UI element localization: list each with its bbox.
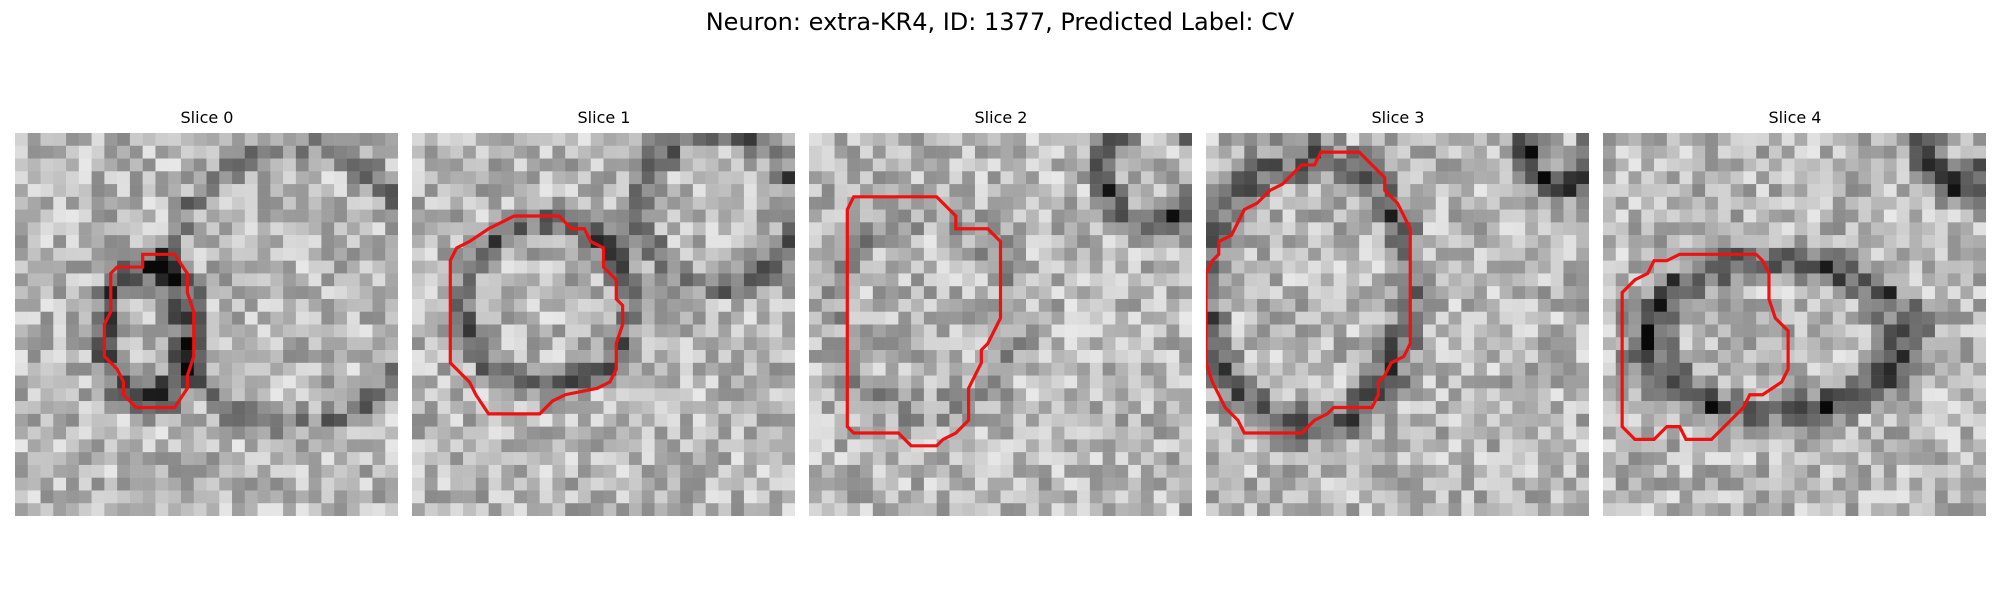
slice-image	[1206, 133, 1589, 516]
slice-title: Slice 1	[577, 108, 631, 127]
figure-title: Neuron: extra-KR4, ID: 1377, Predicted L…	[705, 8, 1295, 36]
slice-image	[15, 133, 398, 516]
cell-contour	[845, 195, 1003, 448]
cell-contour	[102, 252, 196, 410]
pixel-grid	[809, 133, 1192, 516]
slice-image	[809, 133, 1192, 516]
pixel-grid	[1206, 133, 1589, 516]
slice-title: Slice 3	[1371, 108, 1425, 127]
slice-image	[412, 133, 795, 516]
cell-contour	[1620, 252, 1790, 441]
pixel-grid	[1603, 133, 1986, 516]
slice-image	[1603, 133, 1986, 516]
pixel-grid	[412, 133, 795, 516]
cell-contour	[448, 214, 625, 416]
slice-title: Slice 2	[974, 108, 1028, 127]
pixel-grid	[15, 133, 398, 516]
slice-title: Slice 0	[180, 108, 234, 127]
slice-title: Slice 4	[1768, 108, 1822, 127]
cell-contour	[1206, 150, 1412, 435]
